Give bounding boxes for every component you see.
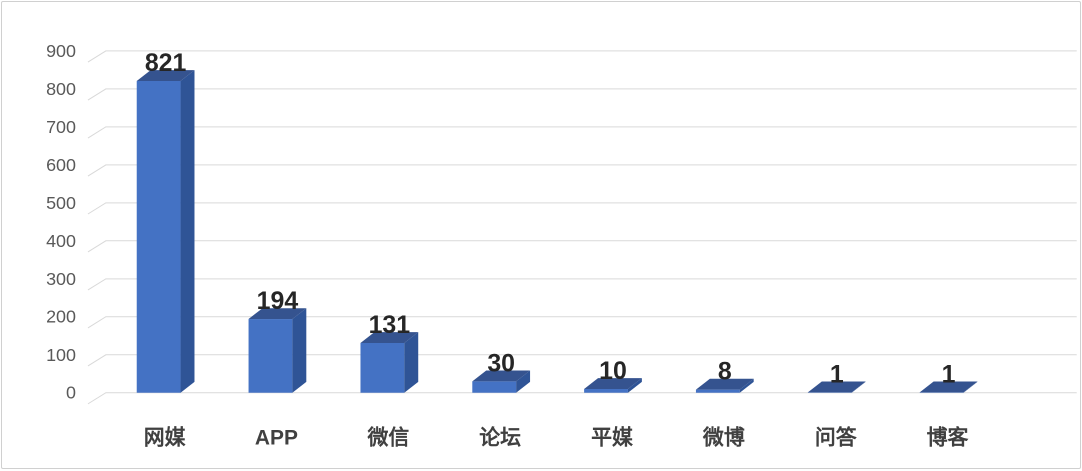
svg-text:网媒: 网媒 — [144, 426, 187, 450]
svg-text:600: 600 — [46, 155, 76, 175]
svg-text:问答: 问答 — [815, 426, 858, 450]
svg-text:700: 700 — [46, 117, 76, 137]
svg-text:30: 30 — [487, 349, 515, 377]
svg-text:0: 0 — [66, 383, 76, 403]
svg-text:8: 8 — [718, 358, 732, 386]
svg-text:821: 821 — [145, 49, 187, 77]
svg-text:APP: APP — [255, 427, 298, 450]
svg-text:1: 1 — [942, 360, 956, 388]
svg-text:100: 100 — [46, 345, 76, 365]
svg-text:500: 500 — [46, 193, 76, 213]
svg-text:论坛: 论坛 — [479, 426, 521, 450]
svg-text:194: 194 — [257, 287, 299, 315]
svg-text:200: 200 — [46, 307, 76, 327]
svg-text:博客: 博客 — [927, 426, 969, 450]
svg-text:1: 1 — [830, 360, 844, 388]
svg-text:900: 900 — [46, 41, 76, 61]
svg-text:平媒: 平媒 — [591, 426, 634, 450]
svg-text:131: 131 — [369, 311, 411, 339]
svg-text:300: 300 — [46, 269, 76, 289]
svg-text:400: 400 — [46, 231, 76, 251]
svg-text:微博: 微博 — [702, 426, 745, 450]
svg-text:微信: 微信 — [366, 426, 409, 450]
svg-text:10: 10 — [599, 357, 627, 385]
svg-text:800: 800 — [46, 79, 76, 99]
